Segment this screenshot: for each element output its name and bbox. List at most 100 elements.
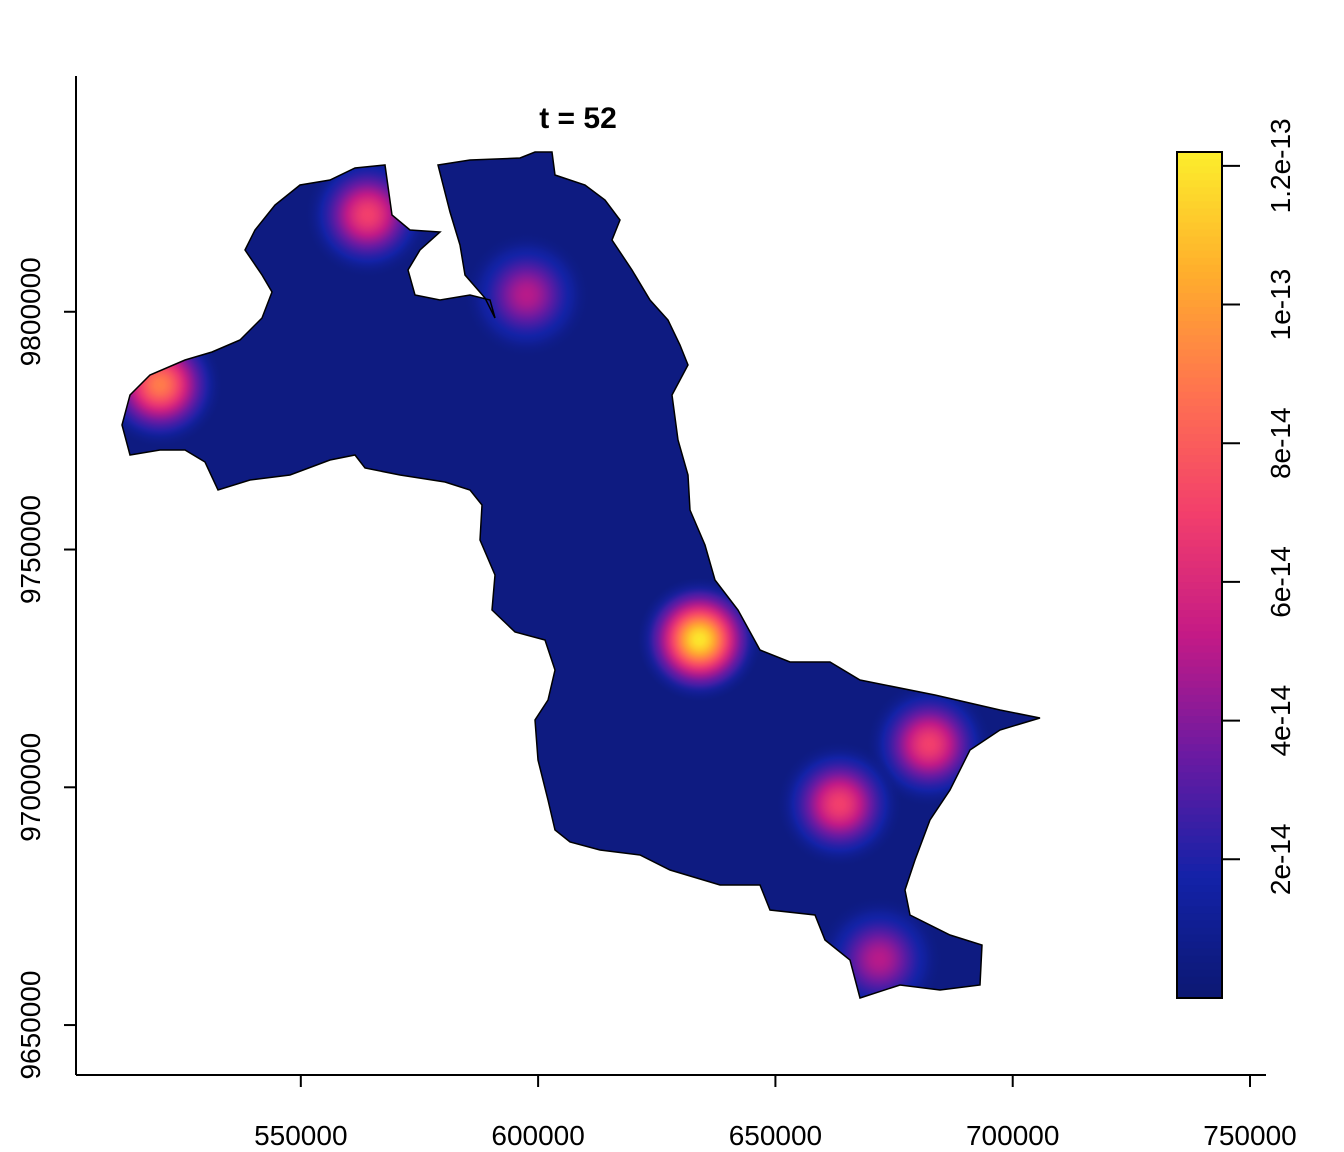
colorbar-tick-label: 8e-14 [1265,407,1296,479]
colorbar-strip [1177,687,1222,696]
y-tick-label: 9750000 [15,495,46,604]
colorbar-strip [1177,201,1222,209]
colorbar-strip [1177,553,1222,562]
colorbar-strip [1177,152,1222,160]
colorbar-strip [1177,434,1222,442]
colorbar-strip [1177,300,1222,308]
colorbar-strip [1177,744,1222,752]
hotspot [305,152,430,277]
colorbar-strip [1177,913,1222,922]
colorbar-frame [1176,151,1223,999]
colorbar-strip [1177,673,1222,682]
hotspot [122,322,222,447]
colorbar-strip [1177,173,1222,181]
colorbar-strip [1177,391,1222,400]
colorbar-strip [1177,405,1222,414]
colorbar-strip [1177,652,1222,661]
colorbar-strip [1177,250,1222,259]
colorbar-strip [1177,723,1222,731]
colorbar-strip [1177,363,1222,372]
colorbar-strip [1177,412,1222,421]
colorbar-strip [1177,215,1222,224]
colorbar-tick-label: 4e-14 [1265,685,1296,757]
colorbar-strip [1177,384,1222,393]
colorbar-strip [1177,694,1222,703]
colorbar-strip [1177,730,1222,738]
colorbar-strip [1177,934,1222,943]
colorbar-strip [1177,659,1222,668]
colorbar-strip [1177,504,1222,513]
colorbar-strip [1177,708,1222,717]
colorbar-strip [1177,159,1222,167]
colorbar-strip [1177,208,1222,217]
hotspot [817,897,942,998]
colorbar-strip [1177,603,1222,611]
colorbar-strip [1177,518,1222,527]
colorbar-strip [1177,441,1222,449]
colorbar-strip [1177,617,1222,625]
colorbar-strip [1177,849,1222,858]
colorbar-strip [1177,941,1222,950]
colorbar-strip [1177,187,1222,195]
colorbar-strip [1177,546,1222,555]
hotspot [464,232,589,357]
colorbar-strip [1177,864,1222,872]
colorbar-strip [1177,264,1222,273]
colorbar-strip [1177,575,1222,583]
colorbar-strip [1177,236,1222,245]
colorbar-tick-label: 1e-13 [1265,269,1296,341]
colorbar-strip [1177,560,1222,569]
colorbar-strip [1177,990,1222,999]
colorbar-strip [1177,278,1222,287]
colorbar-strip [1177,680,1222,689]
colorbar-strip [1177,976,1222,985]
colorbar-strip [1177,821,1222,830]
hotspot [637,577,762,702]
colorbar-strip [1177,631,1222,640]
colorbar-strip [1177,786,1222,795]
chart-title: t = 52 [539,102,617,135]
colorbar-strip [1177,166,1222,174]
x-tick-label: 650000 [729,1120,822,1151]
colorbar-strip [1177,645,1222,654]
colorbar-strip [1177,448,1222,456]
colorbar-strip [1177,462,1222,470]
colorbar-strip [1177,892,1222,900]
colorbar-strip [1177,828,1222,837]
colorbar-strip [1177,638,1222,647]
colorbar-strip [1177,490,1222,499]
colorbar-strip [1177,342,1222,350]
colorbar-strip [1177,398,1222,407]
colorbar-strip [1177,243,1222,252]
colorbar-strip [1177,257,1222,266]
colorbar-strip [1177,511,1222,520]
x-tick-label: 550000 [254,1120,347,1151]
colorbar-strip [1177,370,1222,379]
colorbar-strip [1177,532,1222,541]
colorbar-strip [1177,497,1222,506]
colorbar-strip [1177,857,1222,865]
colorbar-strip [1177,906,1222,914]
colorbar-strip [1177,525,1222,534]
x-tick-label: 700000 [966,1120,1059,1151]
colorbar-strip [1177,314,1222,322]
colorbar-strip [1177,539,1222,548]
colorbar-strip [1177,455,1222,463]
colorbar-strip [1177,927,1222,936]
y-tick-label: 9650000 [15,971,46,1080]
colorbar-strip [1177,271,1222,280]
colorbar-strip [1177,666,1222,675]
colorbar-strip [1177,983,1222,992]
colorbar-strip [1177,335,1222,343]
colorbar-strip [1177,885,1222,893]
hotspot [777,742,902,867]
colorbar-strip [1177,222,1222,231]
colorbar-strip [1177,356,1222,365]
colorbar-strip [1177,582,1222,590]
colorbar-strip [1177,899,1222,907]
colorbar-tick-label: 2e-14 [1265,823,1296,895]
colorbar-strip [1177,779,1222,788]
colorbar-strip [1177,948,1222,957]
colorbar-strip [1177,349,1222,358]
